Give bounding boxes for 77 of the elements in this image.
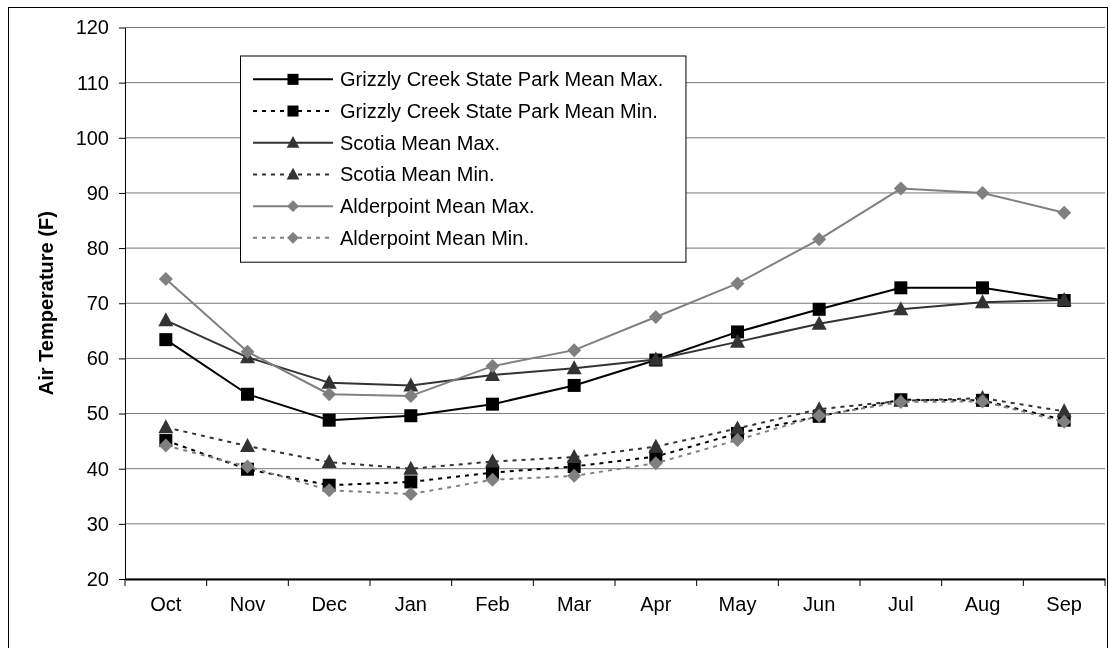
point bbox=[321, 454, 337, 469]
point bbox=[566, 360, 582, 375]
point bbox=[975, 294, 990, 309]
x-tick-label: Jul bbox=[888, 593, 914, 616]
point bbox=[648, 310, 663, 325]
point bbox=[403, 460, 419, 475]
point bbox=[404, 409, 418, 423]
point bbox=[730, 333, 745, 348]
x-tick-label: Jun bbox=[803, 593, 836, 616]
point bbox=[159, 333, 173, 347]
x-tick-label: Oct bbox=[150, 593, 182, 616]
point bbox=[566, 449, 582, 464]
point bbox=[567, 468, 582, 483]
point bbox=[158, 271, 173, 286]
point bbox=[321, 374, 337, 389]
y-tick-label: 90 bbox=[86, 181, 109, 204]
y-tick-label: 60 bbox=[86, 347, 109, 370]
point bbox=[893, 181, 908, 196]
legend-label: Alderpoint Mean Max. bbox=[340, 195, 535, 218]
point bbox=[403, 377, 419, 392]
point bbox=[240, 438, 255, 453]
x-tick-label: Jan bbox=[394, 593, 427, 616]
point bbox=[485, 453, 500, 468]
point bbox=[158, 312, 174, 327]
point bbox=[648, 438, 664, 453]
point bbox=[567, 378, 581, 392]
point bbox=[241, 387, 254, 401]
point bbox=[403, 388, 418, 403]
point bbox=[1057, 205, 1072, 220]
y-tick-label: 70 bbox=[86, 292, 109, 315]
x-tick-label: Apr bbox=[640, 593, 672, 616]
y-tick-label: 100 bbox=[75, 126, 109, 149]
point bbox=[648, 456, 663, 471]
x-tick-label: Mar bbox=[556, 593, 592, 616]
point bbox=[812, 232, 827, 247]
point bbox=[811, 315, 827, 330]
point bbox=[322, 387, 337, 402]
point bbox=[486, 397, 499, 411]
point bbox=[567, 343, 582, 358]
y-tick-label: 30 bbox=[86, 512, 109, 535]
point bbox=[730, 420, 745, 435]
point bbox=[240, 344, 255, 359]
x-tick-label: Dec bbox=[311, 593, 347, 616]
point bbox=[322, 483, 337, 498]
point bbox=[485, 359, 500, 374]
legend-label: Grizzly Creek State Park Mean Max. bbox=[340, 68, 664, 91]
point bbox=[975, 185, 990, 200]
y-tick-label: 50 bbox=[86, 402, 109, 425]
y-axis-title: Air Temperature (F) bbox=[35, 211, 57, 396]
point bbox=[731, 325, 744, 339]
y-tick-label: 110 bbox=[77, 71, 109, 94]
point bbox=[976, 281, 989, 295]
legend-label: Scotia Mean Max. bbox=[340, 131, 501, 154]
point bbox=[485, 472, 500, 487]
point bbox=[894, 281, 908, 295]
x-tick-label: May bbox=[718, 593, 757, 616]
y-tick-label: 20 bbox=[86, 567, 109, 590]
point bbox=[322, 413, 336, 427]
x-tick-label: Sep bbox=[1046, 593, 1082, 616]
legend-label: Alderpoint Mean Min. bbox=[340, 226, 529, 249]
x-tick-label: Aug bbox=[964, 593, 1001, 616]
point bbox=[730, 433, 745, 448]
point bbox=[158, 419, 174, 434]
y-tick-label: 40 bbox=[86, 457, 109, 480]
y-tick-label: 80 bbox=[86, 237, 109, 259]
x-tick-label: Nov bbox=[229, 593, 266, 616]
y-tick-label: 120 bbox=[75, 16, 109, 39]
legend-label: Grizzly Creek State Park Mean Min. bbox=[340, 100, 658, 123]
point bbox=[730, 276, 745, 291]
point bbox=[403, 487, 418, 502]
point bbox=[404, 475, 418, 489]
legend-label: Scotia Mean Min. bbox=[340, 163, 495, 186]
point bbox=[812, 302, 826, 316]
x-tick-label: Feb bbox=[475, 593, 510, 616]
point bbox=[1056, 403, 1072, 418]
point bbox=[158, 438, 173, 453]
point bbox=[893, 301, 909, 316]
